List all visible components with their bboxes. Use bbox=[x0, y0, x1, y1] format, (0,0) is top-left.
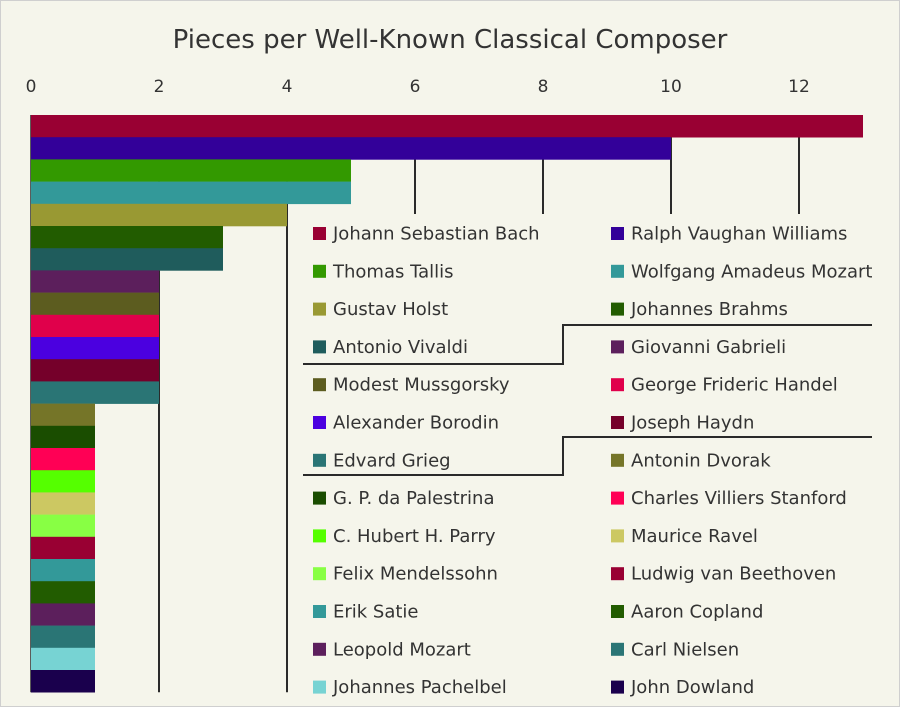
x-tick-label: 4 bbox=[282, 77, 293, 97]
bar bbox=[31, 203, 287, 227]
bar bbox=[31, 226, 223, 249]
bar bbox=[31, 137, 671, 160]
legend-swatch bbox=[611, 567, 624, 581]
bar bbox=[31, 492, 95, 515]
legend-swatch bbox=[611, 529, 624, 543]
legend-label: Johann Sebastian Bach bbox=[332, 224, 540, 245]
legend-artifact-lines bbox=[303, 324, 872, 476]
legend-swatch bbox=[611, 264, 624, 278]
bar bbox=[31, 159, 351, 182]
legend-label: Alexander Borodin bbox=[333, 413, 499, 434]
legend-label: C. Hubert H. Parry bbox=[333, 526, 496, 547]
bar bbox=[31, 514, 95, 538]
legend-swatch bbox=[313, 680, 326, 694]
legend-label: Edvard Grieg bbox=[333, 450, 451, 471]
legend-label: Giovanni Gabrieli bbox=[631, 337, 786, 358]
x-tick-label: 12 bbox=[788, 77, 810, 97]
legend-label: Ralph Vaughan Williams bbox=[631, 224, 847, 245]
legend-swatch bbox=[313, 264, 326, 278]
legend-label: Modest Mussgorsky bbox=[333, 375, 510, 396]
x-tick-label: 8 bbox=[538, 77, 549, 97]
legend-swatch bbox=[313, 567, 326, 581]
legend-label: Ludwig van Beethoven bbox=[631, 564, 836, 585]
legend-swatch bbox=[611, 453, 624, 467]
legend-label: John Dowland bbox=[630, 677, 754, 698]
legend-swatch bbox=[313, 491, 326, 505]
bar bbox=[31, 115, 863, 138]
chart-title: Pieces per Well-Known Classical Composer bbox=[173, 25, 728, 55]
legend-label: Antonio Vivaldi bbox=[333, 337, 468, 358]
bar bbox=[31, 603, 95, 626]
legend: Johann Sebastian Bach Ralph Vaughan Willi… bbox=[313, 224, 872, 698]
legend-swatch bbox=[611, 680, 624, 694]
legend-swatch bbox=[611, 416, 624, 429]
bar bbox=[31, 581, 95, 604]
legend-label: Aaron Copland bbox=[631, 602, 763, 623]
legend-swatch bbox=[611, 491, 624, 505]
bar bbox=[31, 403, 95, 427]
legend-swatch bbox=[611, 642, 624, 656]
legend-swatch bbox=[313, 453, 326, 467]
legend-swatch bbox=[611, 378, 624, 392]
legend-swatch bbox=[611, 302, 624, 316]
legend-label: Felix Mendelssohn bbox=[333, 564, 498, 585]
legend-label: Leopold Mozart bbox=[333, 639, 471, 660]
legend-label: Antonin Dvorak bbox=[631, 450, 771, 471]
bar bbox=[31, 670, 95, 693]
bar bbox=[31, 381, 159, 404]
legend-swatch bbox=[313, 416, 326, 429]
x-tick-label: 2 bbox=[154, 77, 165, 97]
x-tick-label: 10 bbox=[660, 77, 682, 97]
bar bbox=[31, 647, 95, 671]
legend-label: Erik Satie bbox=[333, 602, 419, 623]
legend-swatch bbox=[313, 227, 326, 240]
legend-label: Joseph Haydn bbox=[630, 413, 754, 434]
bar bbox=[31, 314, 159, 338]
legend-label: Wolfgang Amadeus Mozart bbox=[631, 261, 872, 282]
x-tick-label: 6 bbox=[410, 77, 421, 97]
bar bbox=[31, 536, 95, 560]
legend-label: Thomas Tallis bbox=[332, 261, 454, 282]
bar bbox=[31, 337, 159, 360]
legend-label: Gustav Holst bbox=[333, 299, 448, 320]
legend-label: Maurice Ravel bbox=[631, 526, 758, 547]
legend-swatch bbox=[611, 605, 624, 618]
bar bbox=[31, 425, 95, 449]
legend-label: G. P. da Palestrina bbox=[333, 488, 495, 509]
legend-swatch bbox=[611, 227, 624, 240]
legend-swatch bbox=[313, 302, 326, 316]
legend-label: Johannes Brahms bbox=[630, 299, 788, 320]
legend-label: Charles Villiers Stanford bbox=[631, 488, 847, 509]
x-tick-label: 0 bbox=[26, 77, 37, 97]
legend-swatch bbox=[611, 340, 624, 354]
bar bbox=[31, 248, 223, 271]
legend-swatch bbox=[313, 642, 326, 656]
bar bbox=[31, 270, 159, 293]
legend-label: George Frideric Handel bbox=[631, 375, 838, 396]
bar bbox=[31, 625, 95, 649]
bar bbox=[31, 181, 351, 205]
legend-label: Johannes Pachelbel bbox=[332, 677, 507, 698]
legend-swatch bbox=[313, 529, 326, 543]
legend-label: Carl Nielsen bbox=[631, 639, 739, 660]
legend-swatch bbox=[313, 378, 326, 392]
bar bbox=[31, 292, 159, 316]
legend-background bbox=[300, 214, 885, 702]
legend-swatch bbox=[313, 340, 326, 354]
bar bbox=[31, 448, 95, 471]
bar bbox=[31, 470, 95, 493]
legend-swatch bbox=[313, 605, 326, 618]
bar bbox=[31, 359, 159, 382]
bar bbox=[31, 559, 95, 582]
